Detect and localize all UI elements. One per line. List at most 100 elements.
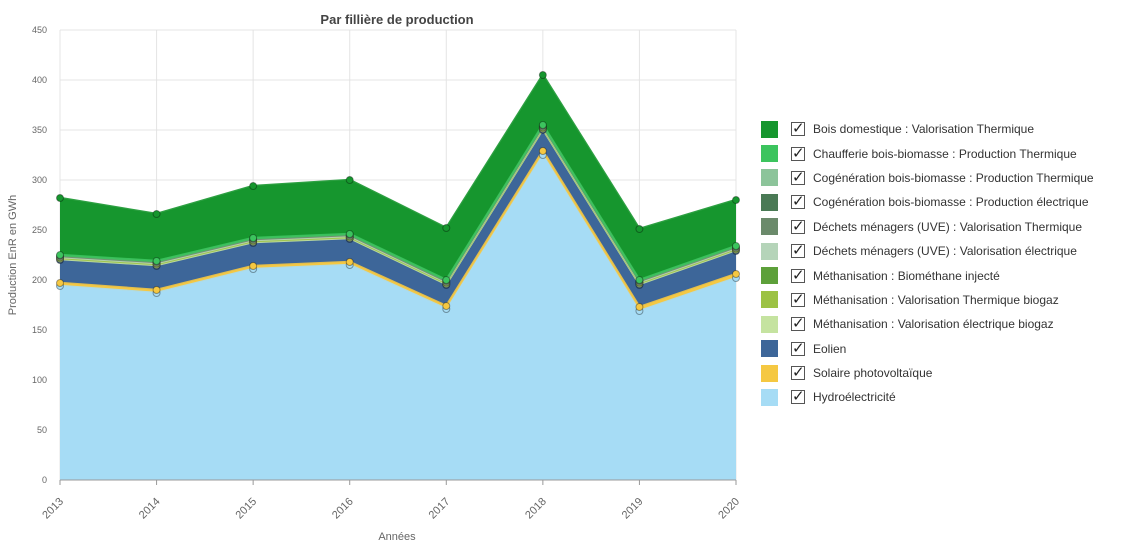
- y-tick-label: 250: [32, 225, 47, 235]
- data-point[interactable]: [635, 276, 644, 284]
- legend-swatch: [761, 315, 778, 333]
- data-points[interactable]: [56, 71, 740, 315]
- legend-label: Eolien: [813, 341, 847, 356]
- data-point[interactable]: [442, 302, 451, 310]
- y-tick-label: 50: [37, 425, 47, 435]
- series-line-10: [59, 122, 737, 282]
- legend-checkbox[interactable]: [791, 266, 805, 284]
- legend-label: Méthanisation : Valorisation Thermique b…: [813, 292, 1059, 307]
- data-point[interactable]: [732, 196, 740, 204]
- series-line-1: [59, 148, 737, 309]
- data-point[interactable]: [442, 224, 451, 232]
- x-tick-label: 2013: [40, 496, 66, 522]
- data-point[interactable]: [152, 257, 161, 265]
- data-point[interactable]: [345, 176, 354, 184]
- data-point[interactable]: [249, 262, 258, 270]
- legend-item-dechets-thermique[interactable]: Déchets ménagers (UVE) : Valorisation Th…: [761, 215, 1126, 239]
- data-point[interactable]: [345, 230, 354, 238]
- data-point[interactable]: [538, 147, 547, 155]
- legend-label: Méthanisation : Valorisation électrique …: [813, 317, 1054, 332]
- x-tick-label: 2019: [620, 496, 646, 522]
- legend-item-hydroelectricite[interactable]: Hydroélectricité: [761, 385, 1126, 409]
- legend-item-eolien[interactable]: Eolien: [761, 337, 1126, 361]
- y-tick-label: 350: [32, 125, 47, 135]
- data-point[interactable]: [152, 210, 161, 218]
- legend-item-chaufferie-bois[interactable]: Chaufferie bois-biomasse : Production Th…: [761, 141, 1126, 165]
- series-line-11: [59, 72, 737, 231]
- legend-swatch: [761, 120, 778, 138]
- data-point[interactable]: [56, 194, 64, 202]
- legend-checkbox[interactable]: [791, 168, 805, 186]
- legend-label: Cogénération bois-biomasse : Production …: [813, 195, 1089, 210]
- legend-checkbox[interactable]: [791, 339, 805, 357]
- legend-swatch: [761, 145, 778, 163]
- x-axis-title: Années: [378, 531, 416, 543]
- legend-swatch: [761, 291, 778, 309]
- data-point[interactable]: [345, 258, 354, 266]
- legend-checkbox[interactable]: [791, 241, 805, 259]
- legend-swatch: [761, 364, 778, 382]
- legend-swatch: [761, 193, 778, 211]
- legend-item-bois-domestique[interactable]: Bois domestique : Valorisation Thermique: [761, 117, 1126, 141]
- data-point[interactable]: [732, 270, 740, 278]
- y-tick-label: 200: [32, 275, 47, 285]
- legend-swatch: [761, 218, 778, 236]
- legend-label: Cogénération bois-biomasse : Production …: [813, 170, 1094, 185]
- area-series-0: [60, 155, 736, 480]
- legend-label: Déchets ménagers (UVE) : Valorisation Th…: [813, 219, 1083, 234]
- legend-item-solaire[interactable]: Solaire photovoltaïque: [761, 361, 1126, 385]
- series-line-0: [59, 152, 737, 313]
- data-point[interactable]: [249, 234, 258, 242]
- legend-swatch: [761, 169, 778, 187]
- y-axis-title: Production EnR en GWh: [7, 195, 19, 315]
- legend-checkbox[interactable]: [791, 314, 805, 332]
- data-point[interactable]: [635, 303, 644, 311]
- legend-item-methanisation-thermique[interactable]: Méthanisation : Valorisation Thermique b…: [761, 288, 1126, 312]
- legend-checkbox[interactable]: [791, 363, 805, 381]
- y-tick-label: 450: [32, 25, 47, 35]
- y-tick-label: 100: [32, 375, 47, 385]
- legend-item-cogeneration-electrique[interactable]: Cogénération bois-biomasse : Production …: [761, 190, 1126, 214]
- legend-checkbox[interactable]: [791, 217, 805, 235]
- legend-swatch: [761, 340, 778, 358]
- legend-label: Déchets ménagers (UVE) : Valorisation él…: [813, 244, 1077, 259]
- data-point[interactable]: [732, 242, 740, 250]
- chart-legend: Bois domestique : Valorisation Thermique…: [761, 117, 1126, 410]
- y-tick-label: 150: [32, 325, 47, 335]
- legend-checkbox[interactable]: [791, 119, 805, 137]
- series-lines: [59, 72, 737, 313]
- legend-checkbox[interactable]: [791, 192, 805, 210]
- x-tick-label: 2018: [523, 496, 549, 522]
- data-point[interactable]: [538, 71, 547, 79]
- x-tick-label: 2020: [716, 496, 742, 522]
- data-point[interactable]: [56, 251, 64, 259]
- legend-item-dechets-electrique[interactable]: Déchets ménagers (UVE) : Valorisation él…: [761, 239, 1126, 263]
- data-point[interactable]: [249, 182, 258, 190]
- legend-item-methanisation-biomethane[interactable]: Méthanisation : Biométhane injecté: [761, 263, 1126, 287]
- data-point[interactable]: [538, 121, 547, 129]
- x-tick-label: 2016: [330, 496, 356, 522]
- legend-checkbox[interactable]: [791, 144, 805, 162]
- legend-label: Solaire photovoltaïque: [813, 366, 933, 381]
- legend-item-cogeneration-thermique[interactable]: Cogénération bois-biomasse : Production …: [761, 166, 1126, 190]
- area-series-2: [60, 130, 736, 307]
- x-tick-label: 2014: [137, 496, 163, 522]
- y-tick-label: 300: [32, 175, 47, 185]
- legend-label: Hydroélectricité: [813, 390, 896, 405]
- legend-swatch: [761, 267, 778, 285]
- data-point[interactable]: [635, 225, 644, 233]
- area-series-11: [60, 75, 736, 280]
- chart-title: Par fillière de production: [320, 12, 473, 27]
- y-tick-label: 400: [32, 75, 47, 85]
- legend-label: Bois domestique : Valorisation Thermique: [813, 122, 1035, 137]
- data-point[interactable]: [152, 286, 161, 294]
- data-point[interactable]: [56, 279, 64, 287]
- legend-label: Chaufferie bois-biomasse : Production Th…: [813, 146, 1077, 161]
- legend-item-methanisation-electrique[interactable]: Méthanisation : Valorisation électrique …: [761, 312, 1126, 336]
- data-point[interactable]: [442, 276, 451, 284]
- legend-swatch: [761, 242, 778, 260]
- legend-checkbox[interactable]: [791, 387, 805, 405]
- x-tick-label: 2015: [233, 496, 259, 522]
- legend-checkbox[interactable]: [791, 290, 805, 308]
